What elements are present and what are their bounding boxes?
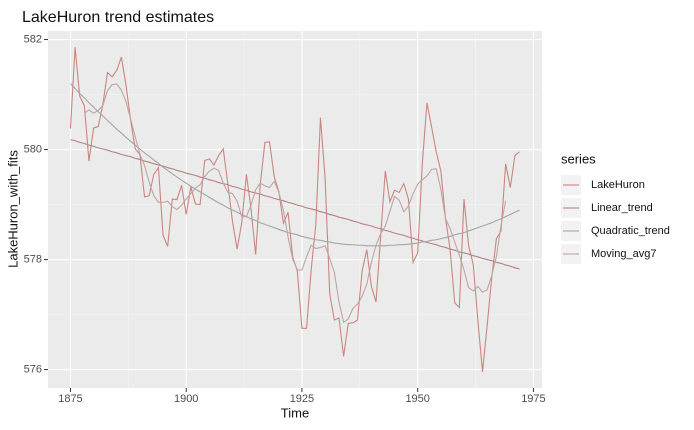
series-line	[70, 83, 520, 247]
y-axis-label: LakeHuron_with_fits	[5, 150, 20, 268]
series-line	[84, 83, 507, 324]
y-tick-label: 576	[24, 363, 42, 375]
plot-lines	[69, 47, 520, 372]
x-axis-label: Time	[281, 405, 309, 420]
legend-label: Quadratic_trend	[591, 225, 670, 237]
legend-title: series	[561, 151, 596, 166]
x-tick-label: 1950	[405, 393, 429, 405]
series-line	[70, 139, 520, 270]
y-tick-label: 580	[24, 143, 42, 155]
chart-title: LakeHuron trend estimates	[22, 9, 214, 26]
legend-label: Moving_avg7	[591, 248, 656, 260]
x-tick-label: 1875	[58, 393, 82, 405]
y-tick-label: 578	[24, 253, 42, 265]
legend: LakeHuron Linear_trend Quadratic_trend Movi…	[561, 175, 670, 264]
x-tick-label: 1975	[521, 393, 545, 405]
x-tick-label: 1925	[290, 393, 314, 405]
panel	[48, 31, 542, 388]
legend-label: Linear_trend	[591, 202, 653, 214]
x-tick-label: 1900	[174, 393, 198, 405]
y-tick-label: 582	[24, 33, 42, 45]
grid	[48, 31, 542, 388]
legend-label: LakeHuron	[591, 179, 645, 191]
